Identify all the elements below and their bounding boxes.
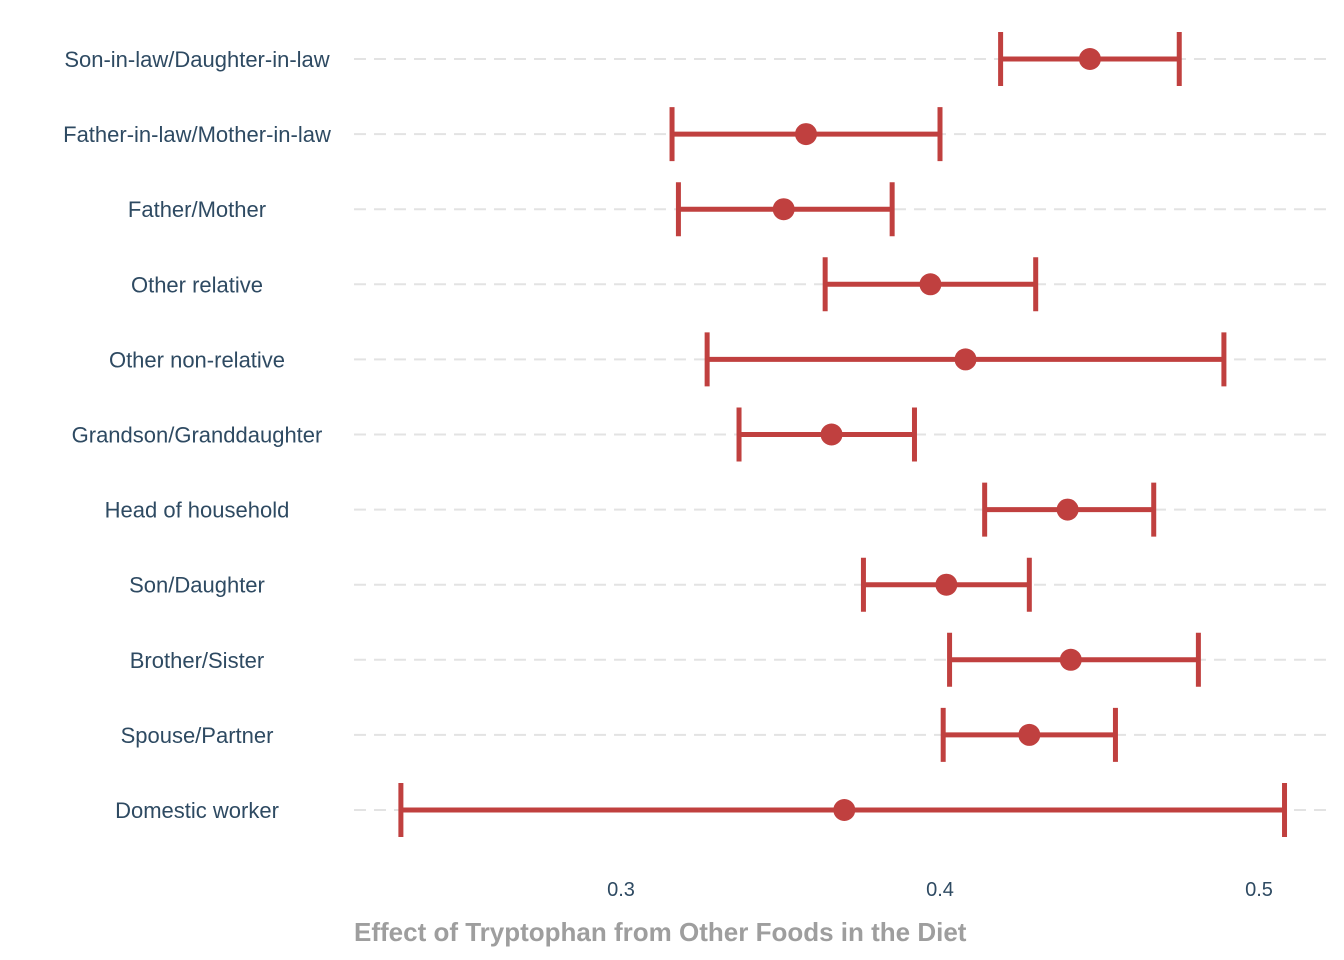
estimate-point: [833, 799, 856, 821]
error-bar: [704, 332, 1227, 387]
estimate-point: [919, 273, 942, 296]
category-label: Head of household: [105, 498, 290, 523]
x-tick-labels: 0.3 0.4 0.5: [607, 879, 1273, 901]
error-bars: [398, 32, 1288, 837]
estimate-point: [935, 573, 958, 596]
estimate-point: [820, 423, 843, 446]
error-bar: [736, 407, 917, 462]
error-bar: [947, 632, 1201, 687]
x-tick-label: 0.4: [926, 879, 954, 901]
estimate-point: [1078, 48, 1101, 70]
x-axis-title: Effect of Tryptophan from Other Foods in…: [354, 917, 967, 947]
x-tick-label: 0.3: [607, 879, 635, 901]
category-label: Spouse/Partner: [121, 723, 274, 748]
category-label: Grandson/Granddaughter: [72, 423, 323, 448]
x-tick-label: 0.5: [1245, 879, 1273, 901]
error-bar: [860, 557, 1032, 612]
error-bar: [669, 107, 943, 162]
estimate-point: [1059, 648, 1082, 671]
category-label: Father-in-law/Mother-in-law: [63, 122, 331, 147]
category-label: Other relative: [131, 272, 263, 297]
error-bar: [998, 32, 1182, 86]
estimate-point: [954, 348, 977, 371]
category-label: Brother/Sister: [130, 648, 265, 673]
error-bar: [982, 482, 1157, 537]
category-label: Father/Mother: [128, 197, 266, 222]
estimate-point: [1018, 723, 1041, 746]
estimate-point: [1056, 498, 1079, 521]
category-label: Domestic worker: [115, 798, 279, 823]
error-bar: [940, 707, 1118, 762]
error-bar: [675, 182, 895, 237]
estimate-point: [772, 198, 795, 221]
category-labels: Son-in-law/Daughter-in-law Father-in-law/…: [63, 47, 331, 823]
category-label: Son/Daughter: [129, 573, 265, 598]
error-bar: [398, 783, 1288, 837]
category-label: Other non-relative: [109, 347, 285, 372]
estimate-point: [795, 123, 818, 146]
category-label: Son-in-law/Daughter-in-law: [64, 47, 329, 72]
error-bar: [822, 257, 1039, 312]
